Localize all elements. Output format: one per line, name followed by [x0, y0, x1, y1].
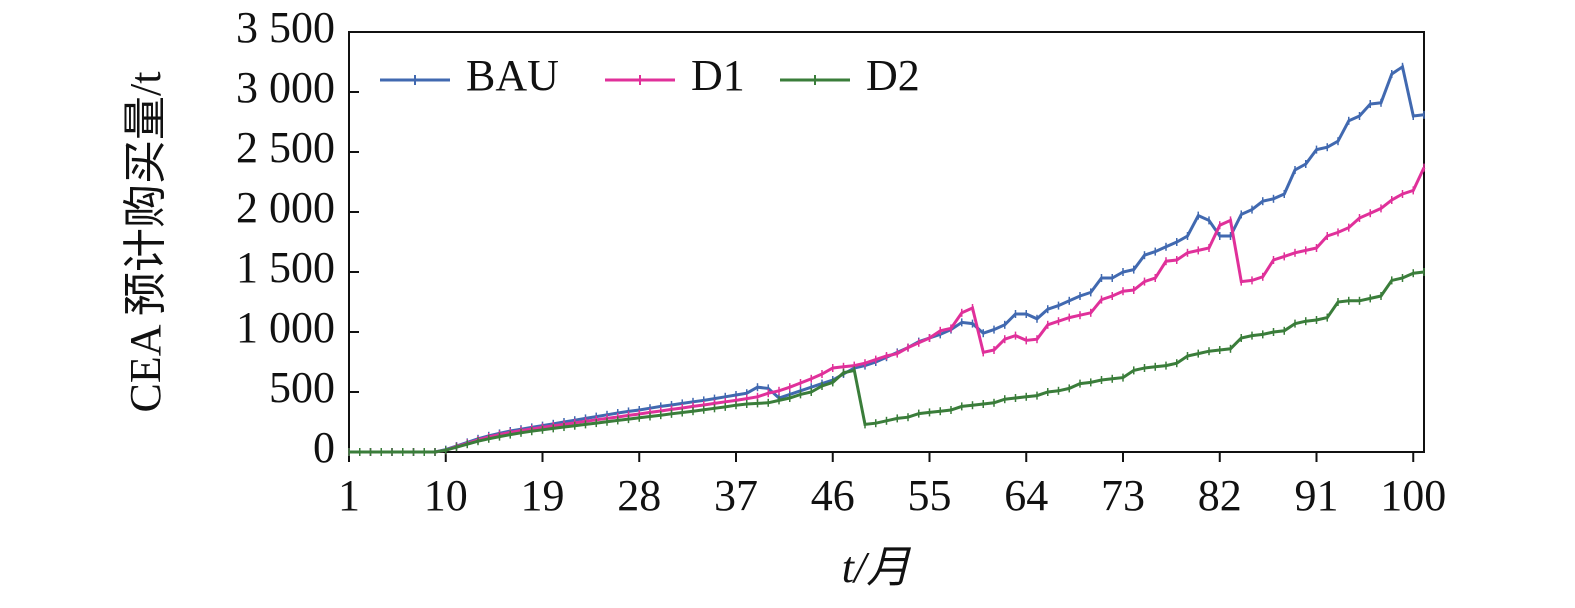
x-tick-label: 100 — [1380, 471, 1446, 520]
y-tick-label: 0 — [313, 423, 335, 472]
x-tick-label: 28 — [617, 471, 661, 520]
y-tick-label: 3 000 — [236, 63, 335, 112]
series-line — [349, 270, 1425, 454]
y-tick-label: 1 500 — [236, 243, 335, 292]
x-tick-label: 1 — [338, 471, 360, 520]
legend-label: BAU — [466, 51, 559, 100]
y-tick-label: 2 000 — [236, 183, 335, 232]
x-tick-label: 37 — [714, 471, 758, 520]
x-axis-label: t/月 — [842, 543, 911, 592]
x-tick-label: 91 — [1295, 471, 1339, 520]
series-line — [349, 64, 1425, 454]
plot-frame — [348, 31, 1425, 453]
y-tick-label: 500 — [269, 363, 335, 412]
x-tick-label: 55 — [908, 471, 952, 520]
legend-label: D2 — [866, 51, 920, 100]
x-tick-label: 46 — [811, 471, 855, 520]
series-line — [349, 166, 1426, 454]
y-axis-label: CEA 预计购买量/t — [121, 71, 170, 412]
x-tick-label: 73 — [1101, 471, 1145, 520]
x-tick-label: 19 — [521, 471, 565, 520]
x-tick-label: 82 — [1198, 471, 1242, 520]
legend-label: D1 — [691, 51, 745, 100]
y-tick-label: 3 500 — [236, 3, 335, 52]
y-tick-label: 1 000 — [236, 303, 335, 352]
x-tick-label: 64 — [1004, 471, 1048, 520]
y-tick-label: 2 500 — [236, 123, 335, 172]
x-tick-label: 10 — [424, 471, 468, 520]
